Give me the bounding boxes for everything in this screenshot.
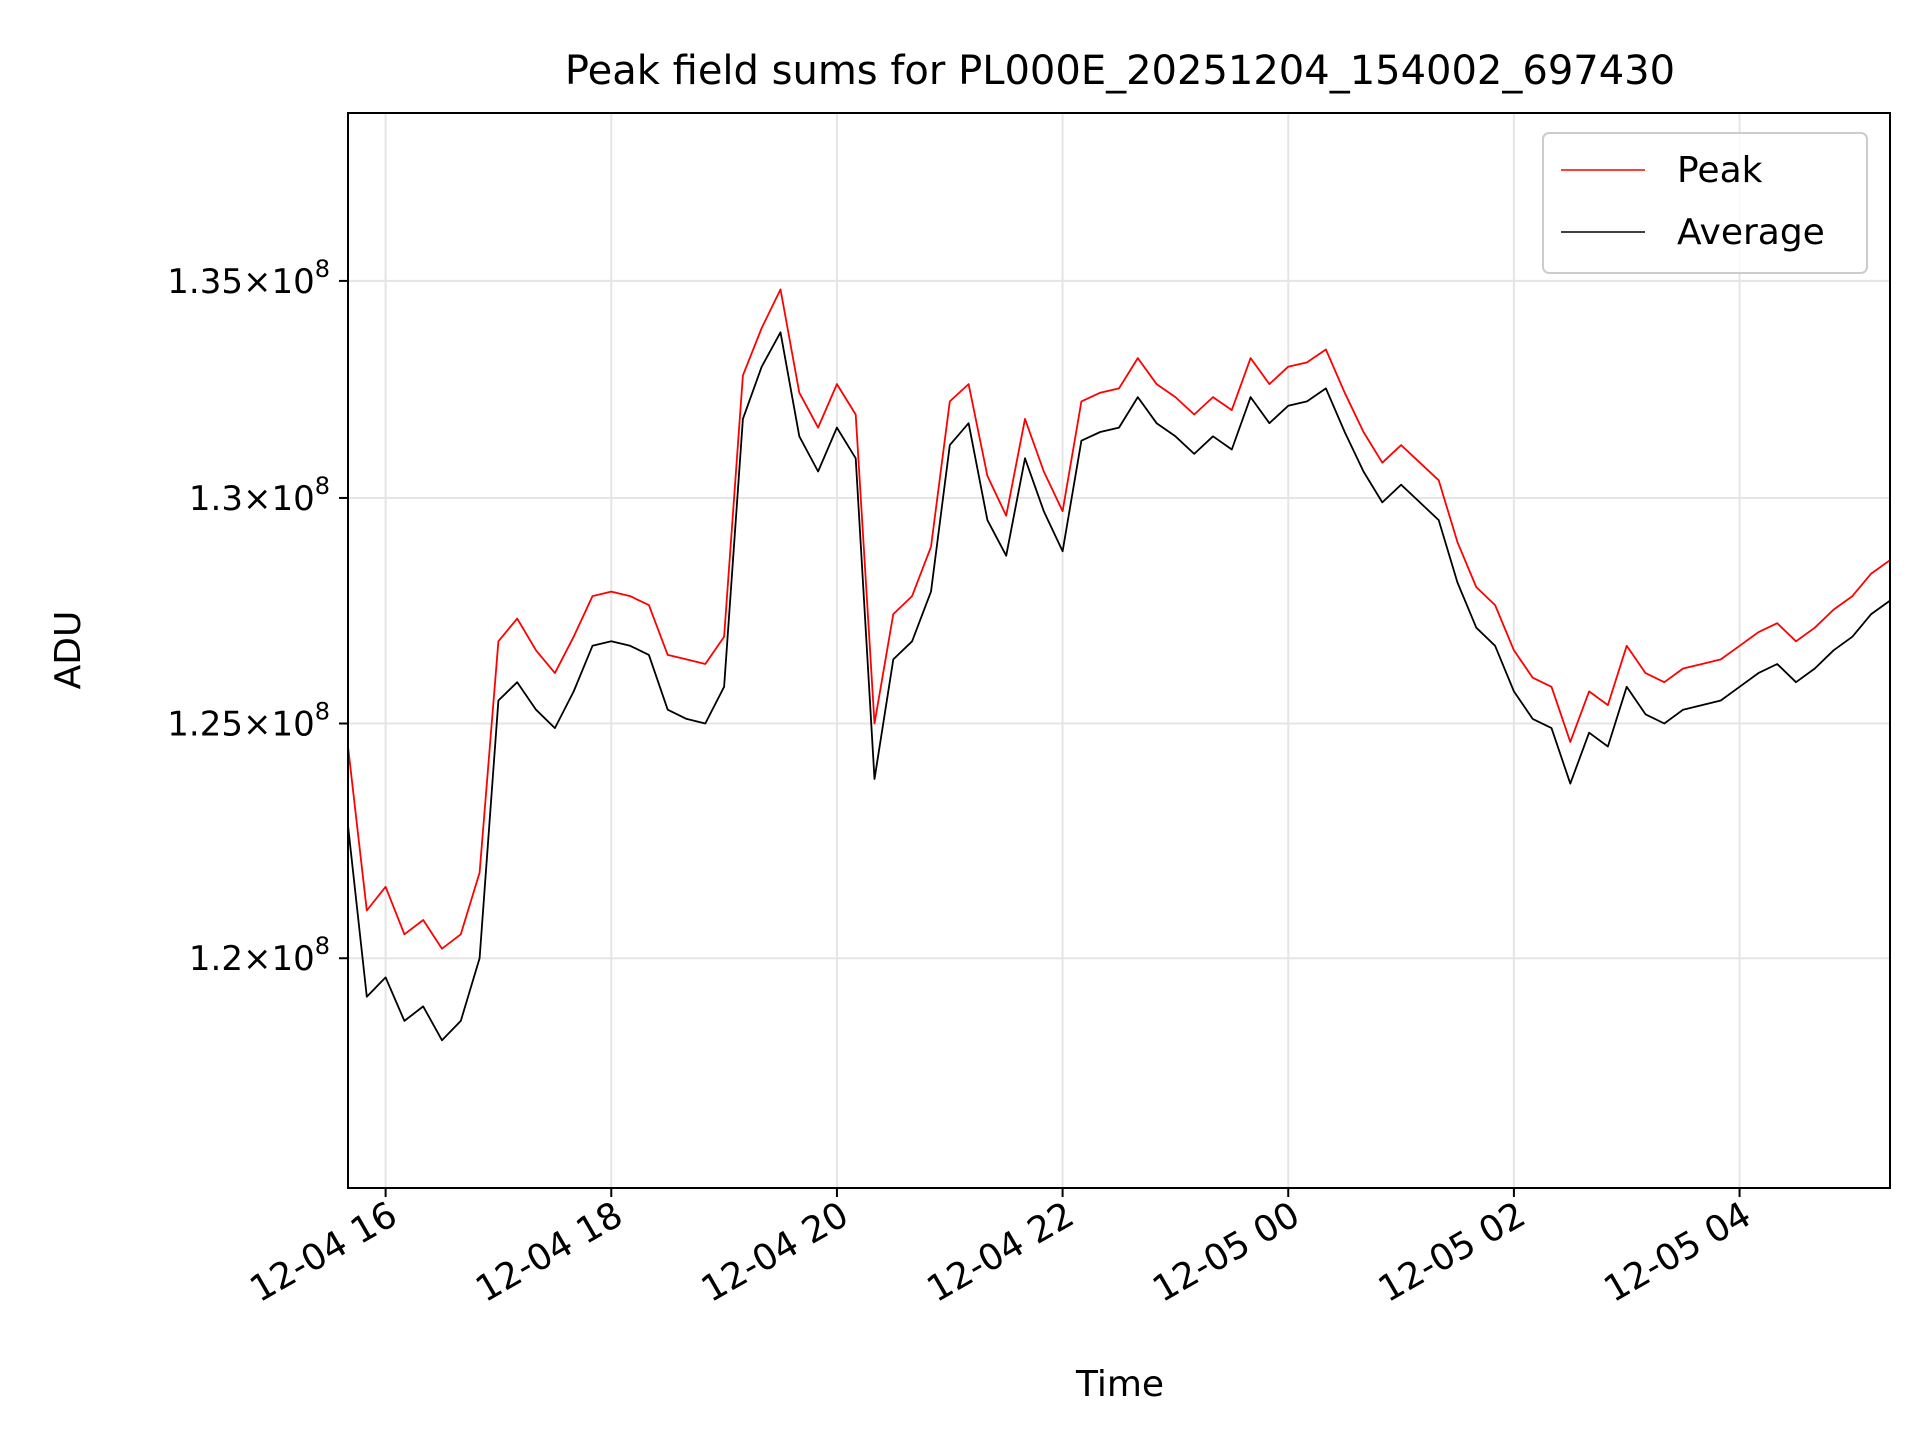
y-axis-label: ADU	[48, 611, 89, 690]
x-tick-label: 12-04 20	[695, 1194, 856, 1310]
y-tick-label: 1.2×108	[189, 932, 330, 979]
series-line-peak	[347, 288, 1891, 950]
x-tick-label: 12-04 18	[469, 1194, 630, 1310]
x-tick-label: 12-05 04	[1597, 1194, 1758, 1310]
x-tick-label: 12-04 16	[243, 1194, 404, 1310]
x-axis-label: Time	[1075, 1364, 1164, 1405]
y-axis: 1.2×108 1.25×108 1.3×108 1.35×108	[167, 255, 348, 979]
legend-label-average: Average	[1677, 212, 1825, 253]
legend: Peak Average	[1542, 132, 1868, 274]
legend-label-peak: Peak	[1677, 150, 1763, 191]
x-tick-label: 12-04 22	[920, 1194, 1081, 1310]
y-tick-label: 1.3×108	[189, 472, 330, 519]
series-line-average	[347, 331, 1891, 1042]
x-axis: 12-04 16 12-04 18 12-04 20 12-04 22 12-05 00…	[243, 1188, 1758, 1311]
plot-frame	[347, 112, 1891, 1189]
plot-area	[348, 113, 1890, 1188]
y-tick-label: 1.35×108	[167, 255, 330, 302]
legend-box	[1542, 132, 1868, 274]
x-tick-label: 12-05 00	[1146, 1194, 1307, 1310]
x-tick-label: 12-05 02	[1372, 1194, 1533, 1310]
series-layer	[347, 288, 1891, 1042]
y-tick-label: 1.25×108	[167, 697, 330, 744]
chart-title: Peak field sums for PL000E_20251204_1540…	[565, 48, 1675, 94]
